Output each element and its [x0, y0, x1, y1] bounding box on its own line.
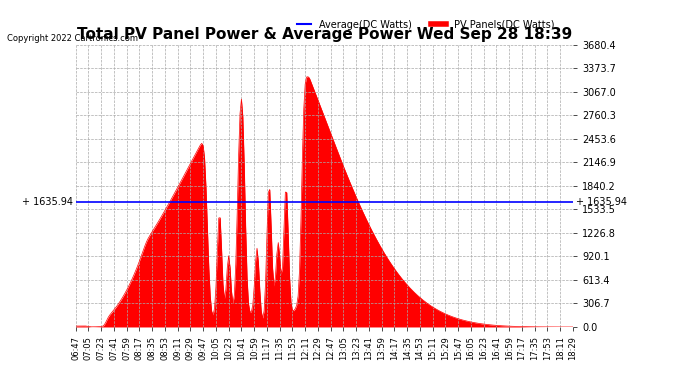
Title: Total PV Panel Power & Average Power Wed Sep 28 18:39: Total PV Panel Power & Average Power Wed… [77, 27, 572, 42]
Text: + 1635.94: + 1635.94 [575, 196, 627, 207]
Legend: Average(DC Watts), PV Panels(DC Watts): Average(DC Watts), PV Panels(DC Watts) [293, 16, 558, 34]
Text: + 1635.94: + 1635.94 [22, 196, 73, 207]
Text: Copyright 2022 Cartronics.com: Copyright 2022 Cartronics.com [7, 34, 138, 43]
